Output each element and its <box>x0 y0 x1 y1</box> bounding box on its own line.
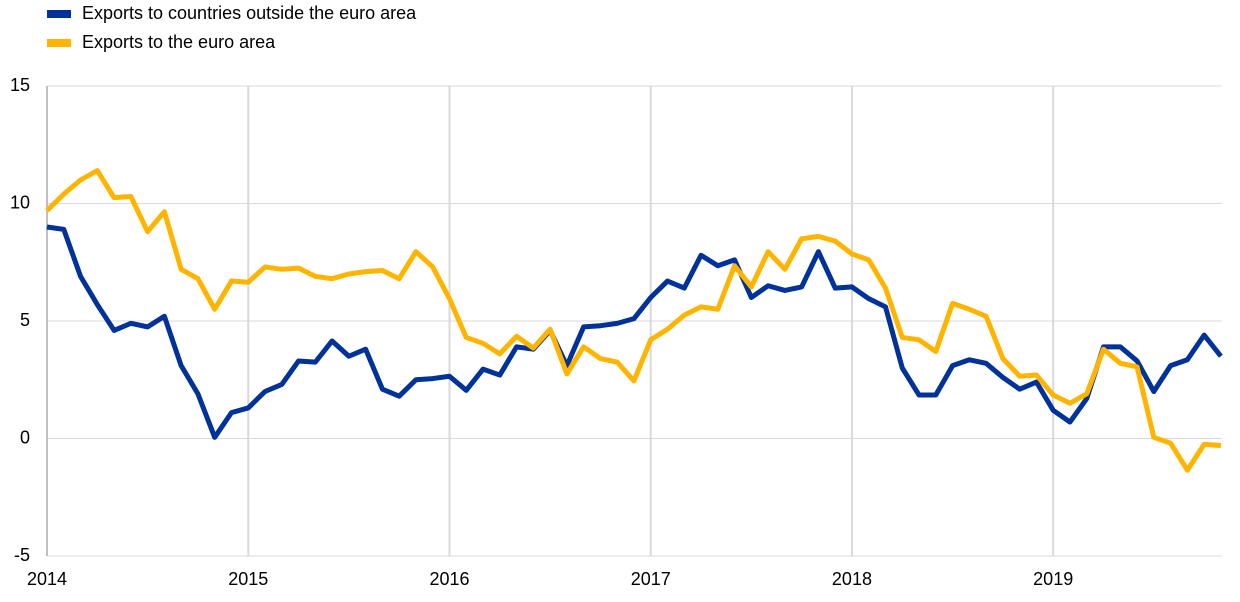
x-tick-label: 2018 <box>832 569 872 589</box>
legend-swatch <box>47 10 71 18</box>
y-tick-label: 10 <box>10 192 30 212</box>
x-tick-label: 2016 <box>429 569 469 589</box>
y-tick-label: 0 <box>20 427 30 447</box>
legend-swatch <box>47 39 71 47</box>
x-tick-label: 2015 <box>228 569 268 589</box>
x-tick-label: 2019 <box>1033 569 1073 589</box>
legend-label: Exports to the euro area <box>82 32 276 52</box>
series-line <box>45 168 1222 473</box>
legend-label: Exports to countries outside the euro ar… <box>82 3 417 23</box>
series-line <box>46 224 1223 440</box>
x-tick-label: 2014 <box>27 569 67 589</box>
y-tick-label: 5 <box>20 310 30 330</box>
x-tick-label: 2017 <box>631 569 671 589</box>
y-tick-label: -5 <box>14 545 30 565</box>
y-tick-label: 15 <box>10 75 30 95</box>
